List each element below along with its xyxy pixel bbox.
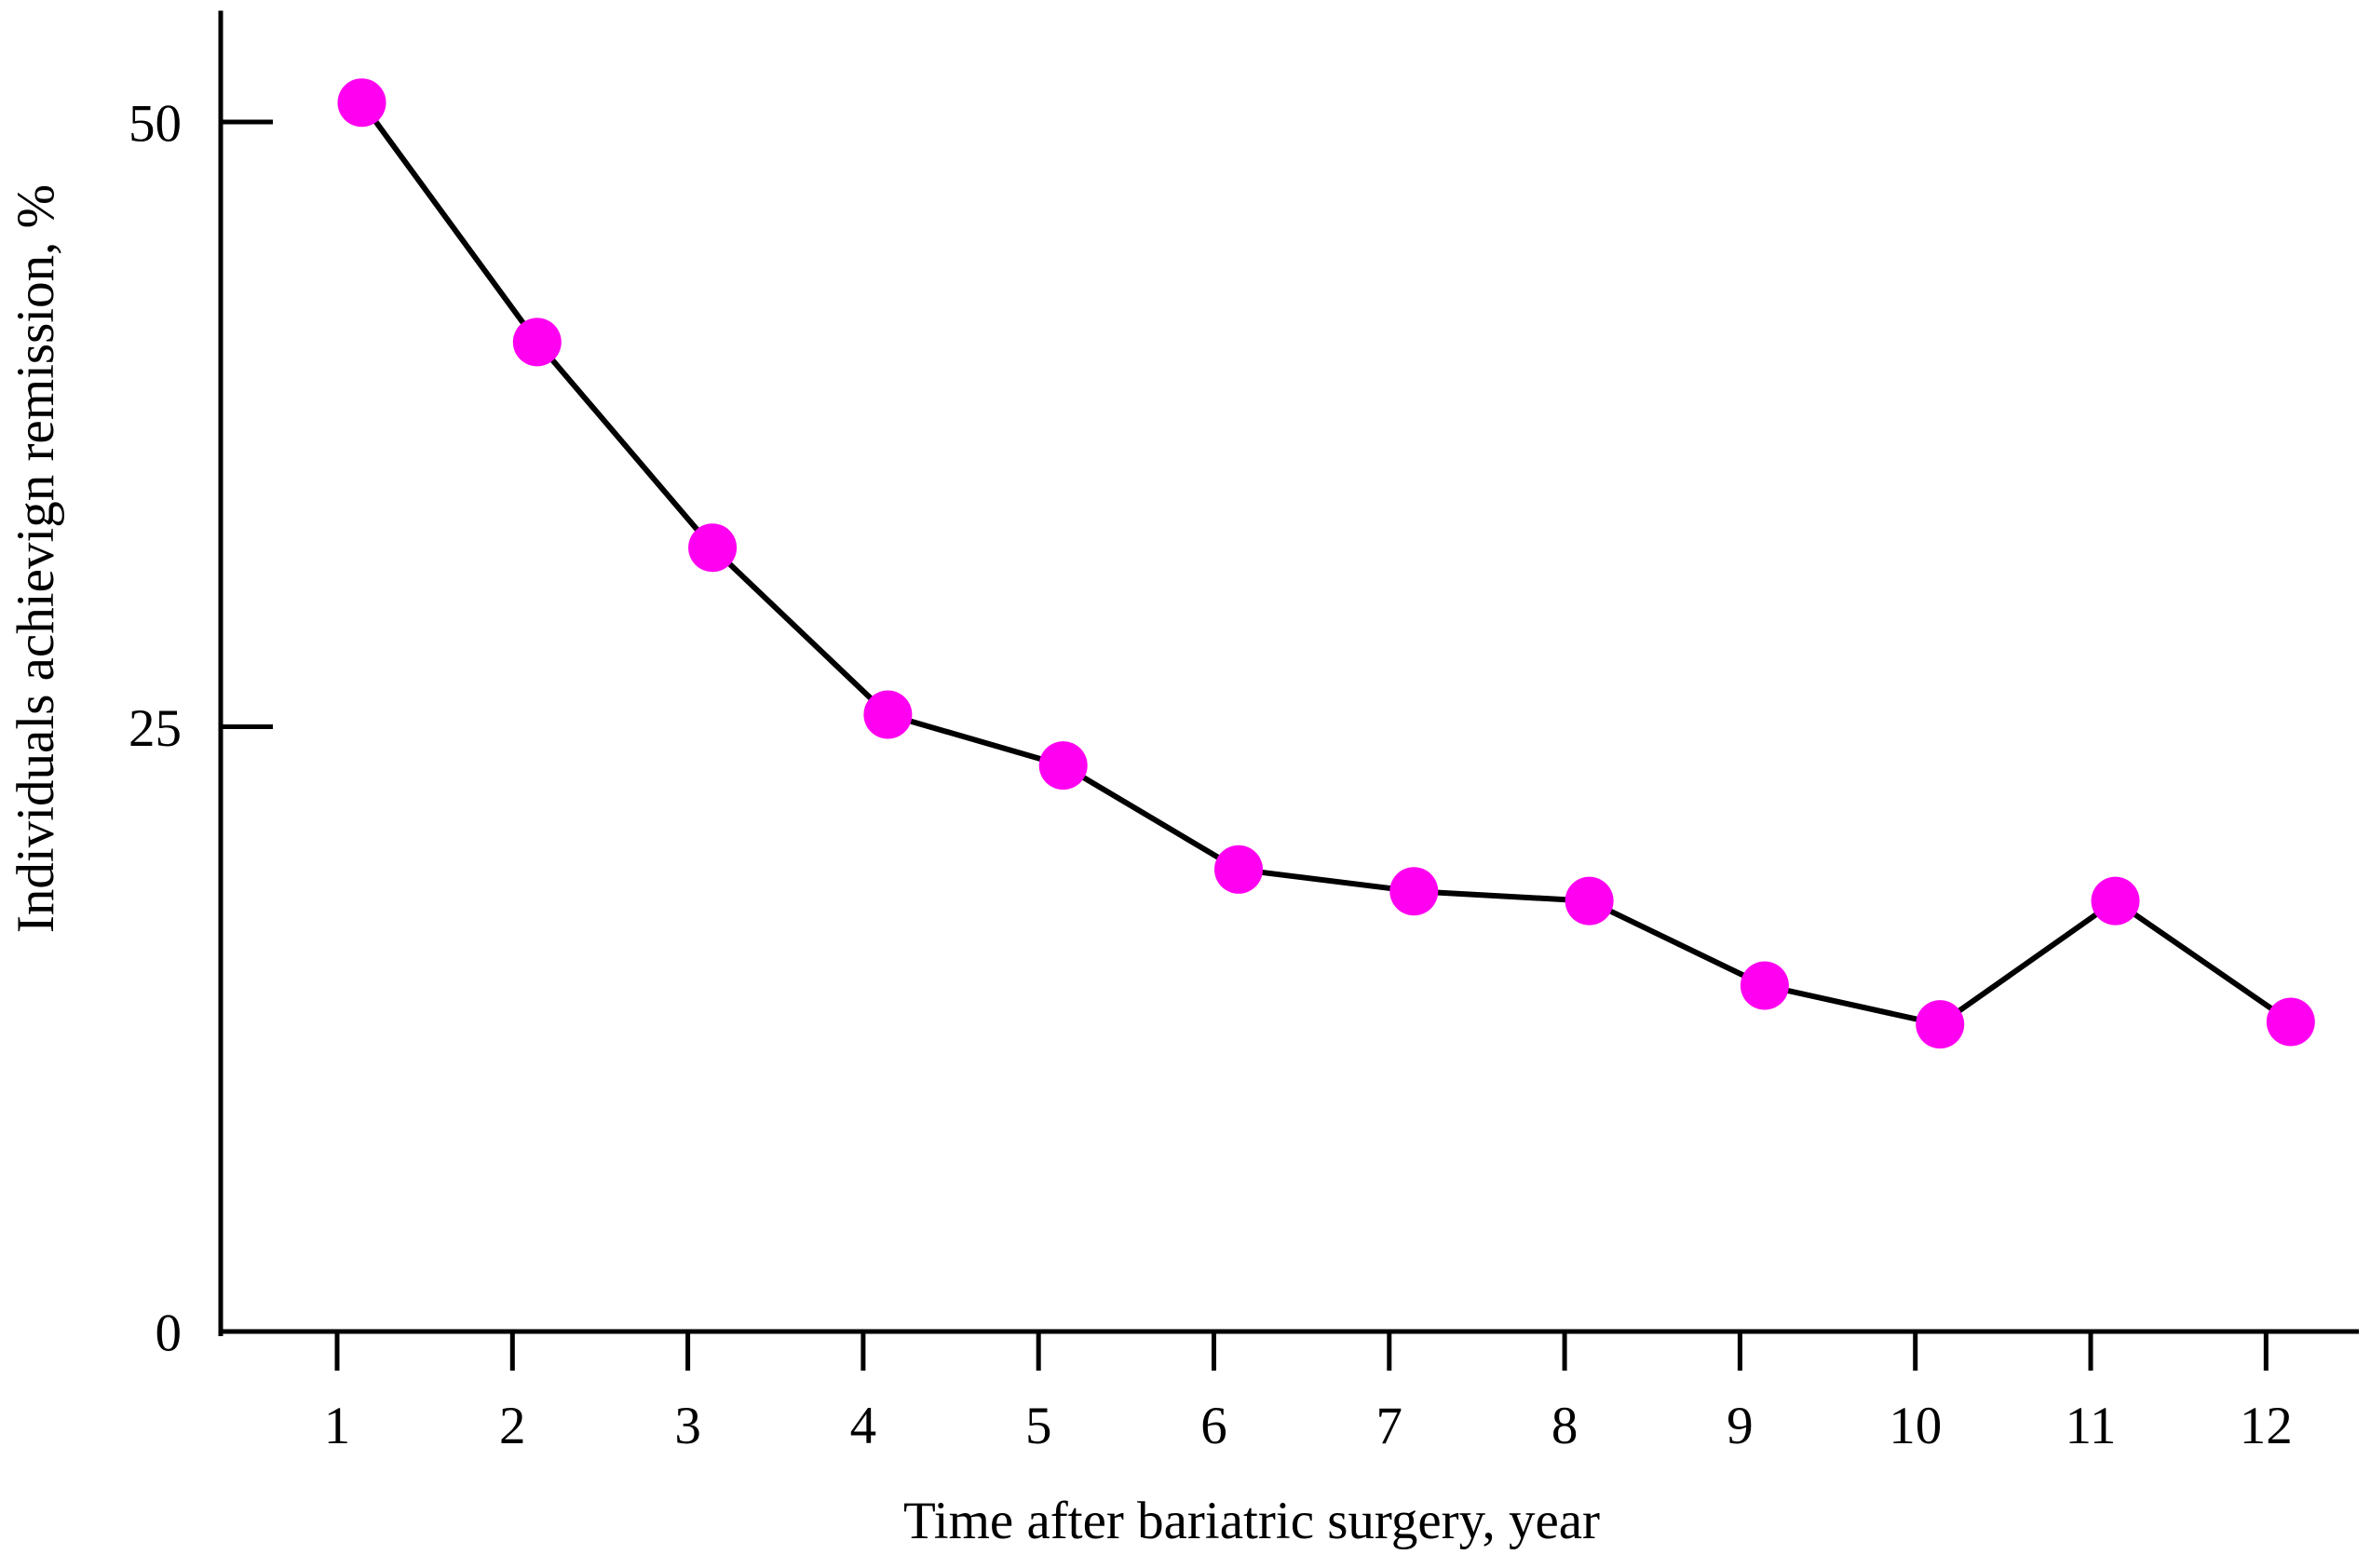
data-point-marker [1214,845,1263,894]
x-tick-label: 5 [1025,1397,1052,1455]
x-tick-label: 2 [499,1397,526,1455]
y-tick-label: 50 [129,95,182,154]
data-point-marker [688,523,738,573]
x-tick-label: 6 [1200,1397,1227,1455]
y-axis-ticks: 0 25 50 [129,95,273,1363]
x-tick-label: 10 [1889,1397,1942,1455]
data-point-marker [1916,1000,1965,1049]
data-point-marker [1740,961,1789,1010]
x-tick-label: 7 [1376,1397,1403,1455]
x-axis-title: Time after bariatric surgery, year [903,1492,1600,1550]
data-point-marker [337,78,386,128]
y-tick-label: 0 [156,1304,183,1363]
y-axis-title: Individuals achievign remission, % [7,184,65,933]
data-point-marker [2091,876,2140,926]
data-point-marker [1389,867,1439,916]
data-point-marker [512,318,562,367]
series-line [359,101,2293,1028]
data-point-marker [1038,741,1088,791]
data-series [337,78,2315,1049]
x-axis-ticks: 1 2 3 4 5 6 7 8 9 10 11 12 [324,1331,2293,1455]
y-tick-label: 25 [129,699,182,758]
x-tick-label: 11 [2066,1397,2117,1455]
data-point-marker [863,690,913,739]
x-tick-label: 8 [1551,1397,1578,1455]
data-point-marker [1565,876,1614,926]
x-tick-label: 4 [850,1397,877,1455]
x-tick-label: 12 [2240,1397,2293,1455]
data-point-marker [2266,997,2315,1047]
x-tick-label: 9 [1727,1397,1754,1455]
x-tick-label: 1 [324,1397,351,1455]
x-tick-label: 3 [674,1397,701,1455]
